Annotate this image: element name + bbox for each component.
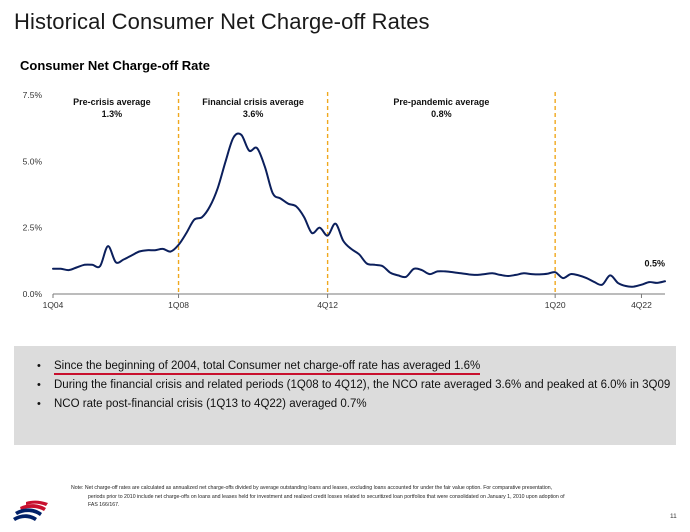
key-points-box: • Since the beginning of 2004, total Cons…: [14, 346, 676, 445]
footnote-line: periods prior to 2010 include net charge…: [88, 493, 565, 500]
x-tick-label: 4Q12: [317, 300, 338, 310]
period-annotation-label: Pre-pandemic average: [393, 97, 489, 107]
bullet-item: • Since the beginning of 2004, total Cons…: [37, 357, 676, 376]
bullet-icon: •: [37, 398, 41, 410]
page-title: Historical Consumer Net Charge-off Rates: [14, 9, 430, 34]
y-tick-label: 0.0%: [23, 289, 43, 299]
page-number: 11: [670, 513, 677, 520]
flag-logo-icon: [13, 500, 48, 521]
y-tick-label: 5.0%: [23, 156, 43, 166]
period-annotation-label: Pre-crisis average: [73, 97, 151, 107]
x-tick-label: 1Q20: [545, 300, 566, 310]
end-value-label: 0.5%: [644, 258, 665, 268]
footnote-line: FAS 166/167.: [88, 502, 120, 508]
bullet-icon: •: [37, 379, 41, 391]
bullet-item: • NCO rate post-financial crisis (1Q13 to…: [37, 395, 676, 414]
footnote-line: Note: Net charge-off rates are calculate…: [71, 485, 553, 491]
period-annotation-value: 0.8%: [431, 109, 452, 119]
chart-title: Consumer Net Charge-off Rate: [20, 58, 210, 73]
footnote: Note: Net charge-off rates are calculate…: [71, 484, 661, 510]
period-annotation-value: 1.3%: [102, 109, 123, 119]
y-tick-label: 2.5%: [23, 223, 43, 233]
key-points-list: • Since the beginning of 2004, total Cons…: [14, 346, 676, 414]
period-annotation-label: Financial crisis average: [202, 97, 304, 107]
nco-rate-series-line: [52, 132, 666, 288]
bullet-text: Since the beginning of 2004, total Consu…: [54, 360, 481, 375]
bullet-icon: •: [37, 360, 41, 372]
x-tick-label: 1Q08: [168, 300, 189, 310]
line-chart: 0.0% 2.5% 5.0% 7.5% 1Q04 1Q08 4Q12 1Q20 4Q22 Pre…: [23, 90, 666, 310]
period-annotation-value: 3.6%: [243, 109, 264, 119]
bullet-item: • During the financial crisis and related…: [37, 376, 676, 395]
x-tick-label: 1Q04: [43, 300, 64, 310]
bullet-text: NCO rate post-financial crisis (1Q13 to …: [54, 398, 367, 410]
y-tick-label: 7.5%: [23, 90, 43, 100]
x-tick-label: 4Q22: [631, 300, 652, 310]
bullet-text: During the financial crisis and related …: [54, 379, 671, 391]
